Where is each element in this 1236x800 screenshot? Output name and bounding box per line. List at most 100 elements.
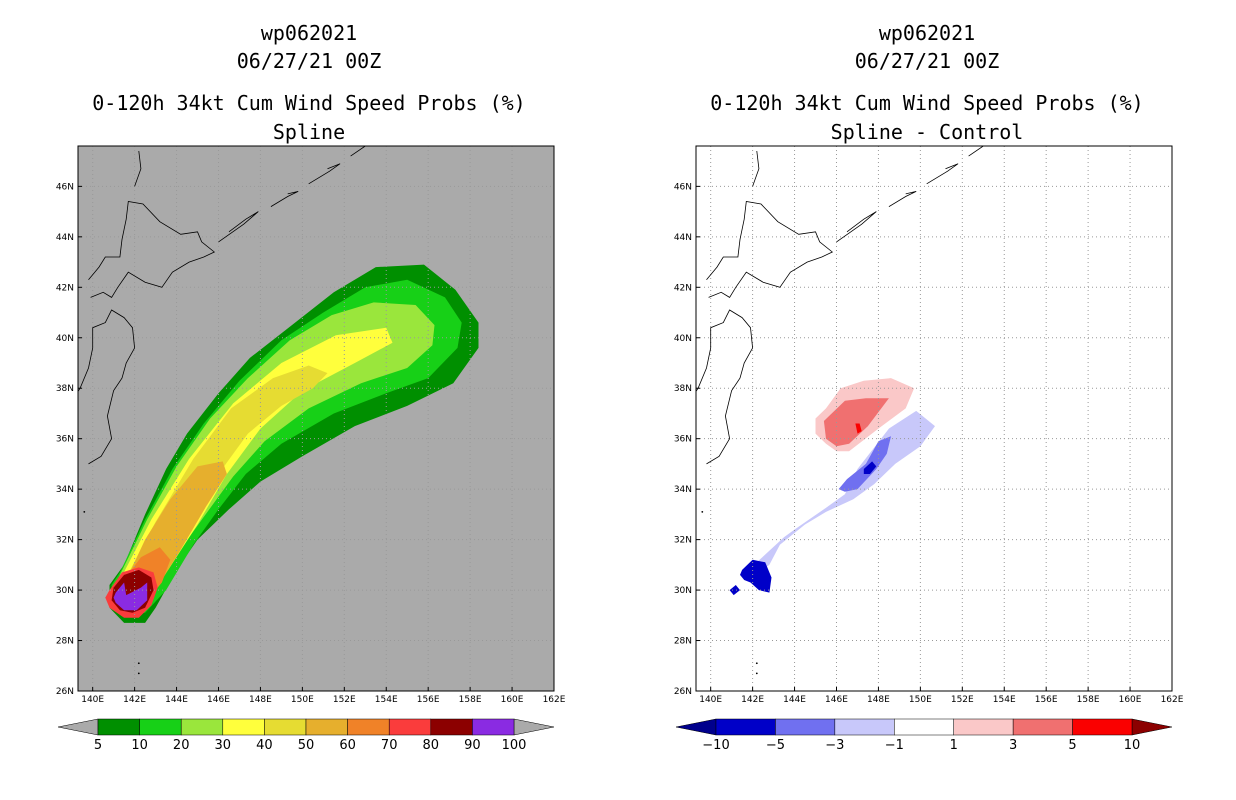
x-tick-label: 146E [825, 695, 848, 705]
y-tick-label: 26N [674, 687, 692, 697]
colorbar-under-arrow [57, 718, 99, 736]
x-tick-label: 142E [123, 695, 146, 705]
y-tick-label: 32N [56, 536, 74, 546]
colorbar-swatch [347, 718, 390, 736]
y-tick-label: 44N [674, 233, 692, 243]
x-tick-label: 158E [1077, 695, 1100, 705]
island-dot [137, 662, 140, 665]
plot-frame [77, 145, 555, 692]
colorbar-label: 100 [502, 738, 527, 753]
coastline [88, 201, 216, 298]
colorbar-swatch [894, 718, 954, 736]
colorbar-swatch [305, 718, 348, 736]
colorbar-swatch [97, 718, 140, 736]
y-tick-label: 36N [56, 435, 74, 445]
colorbar-label: 20 [173, 738, 190, 753]
colorbar-label: 5 [1068, 738, 1076, 753]
y-tick-label: 40N [674, 334, 692, 344]
colorbar-label: 70 [381, 738, 398, 753]
x-tick-label: 152E [333, 695, 356, 705]
y-tick-label: 46N [674, 182, 692, 192]
colorbar-swatch [430, 718, 473, 736]
chart-panel-left: wp062021 06/27/21 00Z 0-120h 34kt Cum Wi… [56, 22, 566, 753]
contour-3-1 [823, 398, 889, 447]
y-tick-label: 30N [674, 586, 692, 596]
storm-id: wp062021 [878, 21, 976, 45]
colorbar-swatch [775, 718, 836, 736]
colorbar-swatch [1012, 718, 1073, 736]
y-tick-label: 44N [56, 233, 74, 243]
colorbar-swatch [1072, 718, 1133, 736]
contour-20-2 [113, 302, 435, 611]
probability-map: 140E 142E 144E 146E 148E 150E 152E 154E 156E 158E… [56, 145, 566, 753]
colorbar-swatch [472, 718, 515, 736]
y-tick-label: 40N [56, 334, 74, 344]
colorbar-label: 30 [215, 738, 232, 753]
colorbar-swatch [222, 718, 265, 736]
coastline-island [308, 163, 341, 185]
x-tick-label: 148E [249, 695, 272, 705]
colorbar-label: 3 [1009, 738, 1017, 753]
x-tick-label: 156E [1035, 695, 1058, 705]
colorbar-under-arrow [675, 718, 717, 736]
colorbar-label: −1 [885, 738, 904, 753]
y-tick-label: 38N [674, 384, 692, 394]
contour-neg5-5 [863, 461, 877, 474]
x-tick-label: 162E [543, 695, 566, 705]
x-tick-label: 140E [699, 695, 722, 705]
x-tick-label: 144E [165, 695, 188, 705]
y-tick-label: 34N [56, 485, 74, 495]
y-tick-label: 42N [56, 283, 74, 293]
x-tick-label: 156E [417, 695, 440, 705]
x-tick-label: 154E [993, 695, 1016, 705]
colorbar-swatch [139, 718, 182, 736]
contour-neg5-7 [729, 585, 740, 596]
datetime: 06/27/21 00Z [236, 49, 382, 73]
datetime: 06/27/21 00Z [854, 49, 1000, 73]
island-dot [755, 672, 758, 675]
x-tick-label: 162E [1161, 695, 1184, 705]
coastline-island [350, 146, 366, 157]
y-tick-label: 34N [674, 485, 692, 495]
y-tick-label: 46N [56, 182, 74, 192]
x-tick-label: 140E [81, 695, 104, 705]
colorbar-swatch [180, 718, 224, 736]
x-tick-label: 150E [291, 695, 314, 705]
island-dot [755, 662, 758, 665]
coastline [752, 150, 760, 187]
contour-neg5-6 [740, 559, 772, 593]
y-tick-label: 28N [56, 637, 74, 647]
coastline-island [888, 191, 917, 207]
colorbar-label: 40 [256, 738, 273, 753]
chart-title: 0-120h 34kt Cum Wind Speed Probs (%) [92, 91, 526, 115]
colorbar-swatch [388, 718, 432, 736]
y-tick-label: 32N [674, 536, 692, 546]
coastline [706, 201, 834, 298]
colorbar-swatch [834, 718, 895, 736]
x-tick-label: 154E [375, 695, 398, 705]
x-tick-label: 160E [501, 695, 524, 705]
colorbar-swatch [953, 718, 1014, 736]
colorbar-label: −10 [702, 738, 729, 753]
coastline-island [926, 163, 959, 185]
chart-subtitle: Spline [272, 120, 346, 144]
coastline-island [218, 211, 259, 243]
colorbar-label: 50 [298, 738, 315, 753]
colorbar-over-arrow [513, 718, 555, 736]
contour-neg3-4 [838, 436, 891, 492]
x-tick-label: 158E [459, 695, 482, 705]
colorbar-label: 80 [423, 738, 440, 753]
island-dot [701, 510, 704, 513]
contour-neg1-3 [752, 410, 935, 578]
y-tick-label: 28N [674, 637, 692, 647]
map-background [696, 146, 1172, 691]
colorbar-swatch [715, 718, 776, 736]
colorbar-label: 10 [1124, 738, 1141, 753]
colorbar-over-arrow [1131, 718, 1173, 736]
contour-5-2 [855, 423, 862, 434]
chart-title: 0-120h 34kt Cum Wind Speed Probs (%) [710, 91, 1144, 115]
colorbar-label: −5 [766, 738, 785, 753]
contour-90-9 [113, 582, 148, 611]
coastline [134, 150, 142, 187]
plot-frame [695, 145, 1173, 692]
